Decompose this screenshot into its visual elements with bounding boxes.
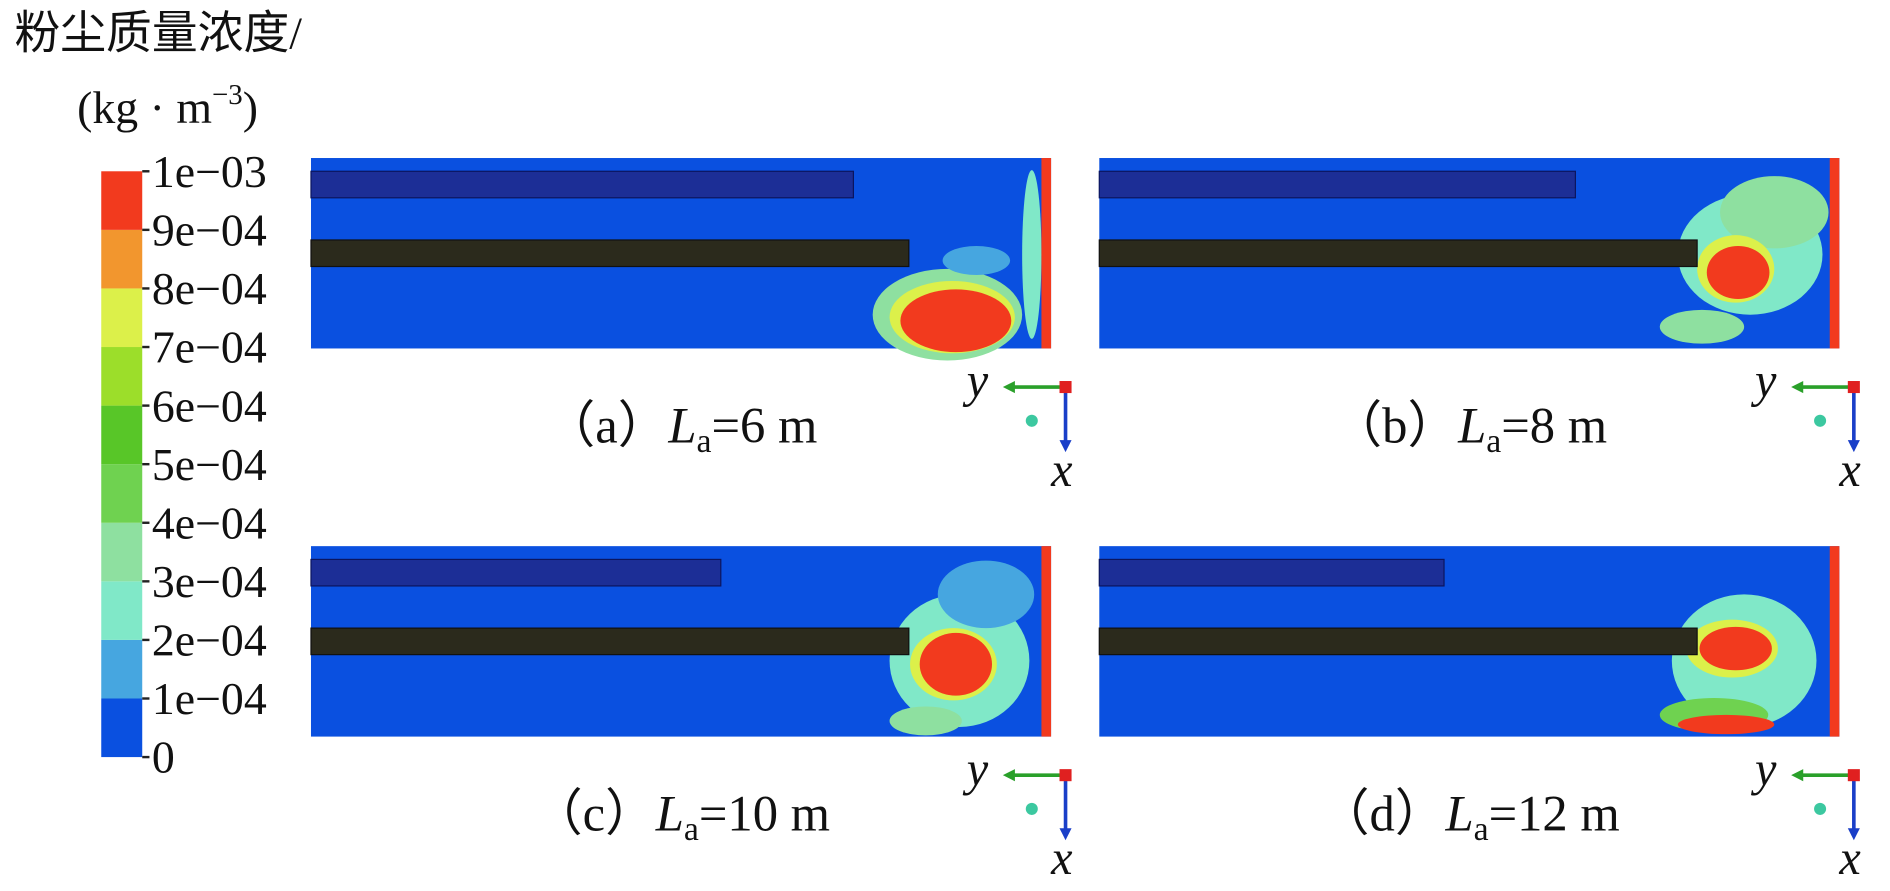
color-band <box>101 171 143 230</box>
axis-label-x: x <box>1050 444 1073 497</box>
tick-label: 1e−04 <box>152 673 267 724</box>
dust-region <box>942 246 1011 275</box>
wall-dust <box>1829 546 1840 737</box>
wall-dust <box>1829 158 1840 349</box>
color-band <box>101 288 143 348</box>
arrowhead <box>1791 769 1804 782</box>
duct <box>310 170 854 199</box>
z-axis-dot <box>1025 802 1038 815</box>
color-band <box>101 522 143 582</box>
colorbar-title: 粉尘质量浓度/ <box>14 7 302 58</box>
axis-label-y: y <box>962 743 989 796</box>
dust-region <box>919 632 993 696</box>
arrowhead <box>1002 381 1015 394</box>
color-band <box>101 347 143 406</box>
tick-label: 4e−04 <box>152 497 267 548</box>
dust-region <box>889 706 962 736</box>
color-band <box>101 581 143 640</box>
origin <box>1847 769 1860 782</box>
tick-label: 0 <box>152 732 175 783</box>
roadheader <box>1098 239 1698 268</box>
tick-label: 2e−04 <box>152 615 267 666</box>
roadheader <box>310 239 910 268</box>
caption-label: （b） <box>1332 397 1459 453</box>
dust-region <box>937 560 1035 629</box>
caption-subscript: a <box>684 811 699 848</box>
caption-value: =8 m <box>1501 397 1607 453</box>
roadheader <box>310 627 910 656</box>
caption: （a）La=6 m <box>545 397 818 460</box>
colorbar-unit: (kg · m−3) <box>77 79 258 133</box>
contour-panel <box>1098 546 1840 737</box>
color-band <box>101 229 143 289</box>
caption-subscript: a <box>1486 423 1501 460</box>
arrowhead <box>1059 440 1072 453</box>
arrowhead <box>1791 381 1804 394</box>
unit-exponent: −3 <box>212 79 243 111</box>
caption-value: =6 m <box>712 397 818 453</box>
origin <box>1059 381 1072 394</box>
dust-region <box>1699 626 1772 671</box>
color-band <box>101 464 143 523</box>
tick-label: 5e−04 <box>152 439 267 490</box>
contour-panel <box>310 546 1052 737</box>
axis-label-y: y <box>1750 355 1777 408</box>
caption-label: （a） <box>545 397 669 453</box>
dust-region <box>900 289 1012 353</box>
dust-region <box>1677 714 1775 735</box>
arrowhead <box>1059 828 1072 841</box>
caption: （c）La=10 m <box>532 786 830 849</box>
dust-region <box>1022 170 1042 339</box>
axis-label-x: x <box>1838 444 1861 497</box>
caption-value: =12 m <box>1489 786 1620 842</box>
tick-label: 1e−03 <box>152 146 267 197</box>
dust-region <box>1706 246 1770 300</box>
caption-label: （d） <box>1319 786 1446 842</box>
axis-label-x: x <box>1838 832 1861 885</box>
arrowhead <box>1002 769 1015 782</box>
caption-subscript: a <box>697 423 712 460</box>
tick-label: 8e−04 <box>152 263 267 314</box>
origin <box>1847 381 1860 394</box>
dust-region <box>1720 176 1829 249</box>
axis-label-y: y <box>962 355 989 408</box>
tick-label: 9e−04 <box>152 205 267 256</box>
arrowhead <box>1847 828 1860 841</box>
caption: （d）La=12 m <box>1319 786 1620 849</box>
caption-value: =10 m <box>699 786 830 842</box>
axis-label-x: x <box>1050 832 1073 885</box>
origin <box>1059 769 1072 782</box>
z-axis-dot <box>1814 802 1827 815</box>
caption: （b）La=8 m <box>1332 397 1608 460</box>
axis-label-y: y <box>1750 743 1777 796</box>
duct <box>310 558 722 587</box>
duct <box>1098 170 1577 199</box>
contour-panel <box>1098 158 1840 349</box>
color-band <box>101 405 143 465</box>
dust-region <box>1659 309 1745 344</box>
tick-label: 3e−04 <box>152 556 267 607</box>
tick-label: 6e−04 <box>152 380 267 431</box>
caption-subscript: a <box>1474 811 1489 848</box>
unit-text: (kg · m <box>77 82 212 133</box>
caption-symbol: L <box>655 786 684 842</box>
color-band <box>101 698 143 758</box>
caption-symbol: L <box>1457 397 1486 453</box>
roadheader <box>1098 627 1698 656</box>
unit-close: ) <box>243 82 258 133</box>
z-axis-dot <box>1814 414 1827 427</box>
caption-label: （c） <box>532 786 656 842</box>
contour-panel <box>310 158 1052 361</box>
caption-symbol: L <box>1444 786 1473 842</box>
z-axis-dot <box>1025 414 1038 427</box>
duct <box>1098 558 1445 587</box>
color-band <box>101 639 143 699</box>
wall-dust <box>1041 546 1052 737</box>
caption-symbol: L <box>667 397 696 453</box>
arrowhead <box>1847 440 1860 453</box>
wall-dust <box>1041 158 1052 349</box>
tick-label: 7e−04 <box>152 322 267 373</box>
